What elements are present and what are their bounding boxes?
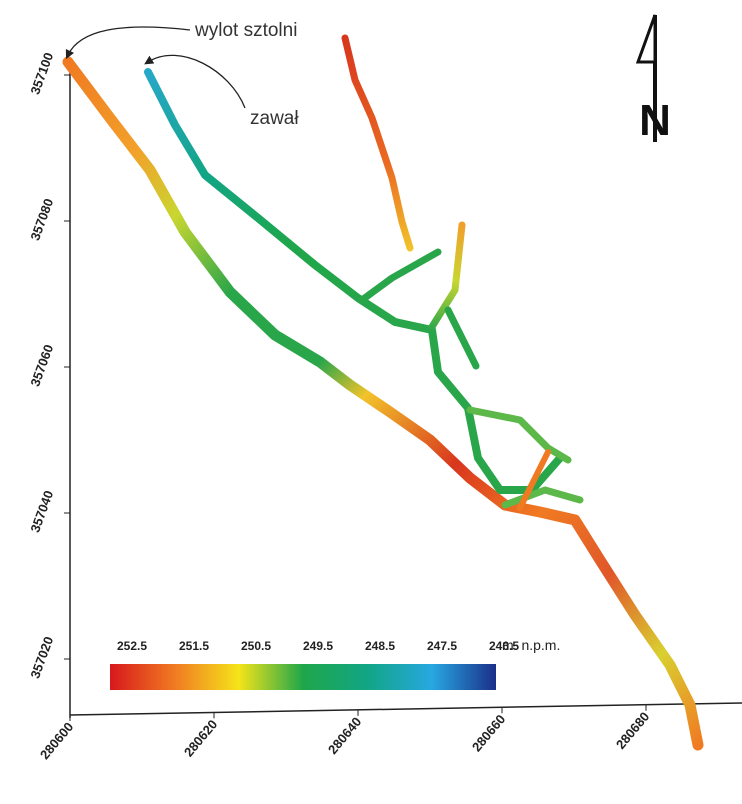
legend-tick-label: 246.5 <box>489 639 519 653</box>
north-arrow: N <box>635 14 671 145</box>
x-tick-label: 280600 <box>37 719 76 762</box>
tunnels <box>62 34 704 751</box>
color-bar <box>110 664 496 690</box>
x-axis-line <box>69 702 742 716</box>
x-tick-label: 280680 <box>613 709 652 752</box>
x-tick-label: 280660 <box>469 712 508 755</box>
tunnel <box>62 56 704 751</box>
tunnel <box>466 406 584 509</box>
x-tick-label: 280620 <box>181 717 220 760</box>
north-label: N <box>639 96 671 145</box>
tunnel <box>426 221 466 334</box>
legend-tick-label: 248.5 <box>365 639 395 653</box>
y-tick-label: 357040 <box>27 489 56 535</box>
legend-tick-label: 247.5 <box>427 639 457 653</box>
annotation-arrow <box>65 26 191 60</box>
tunnel <box>444 306 480 370</box>
y-tick-label: 357060 <box>27 343 56 389</box>
legend-tick-label: 251.5 <box>179 639 209 653</box>
legend-tick-label: 252.5 <box>117 639 147 653</box>
annotation-arrow <box>144 54 246 109</box>
tunnel <box>358 248 442 304</box>
legend-tick-label: 249.5 <box>303 639 333 653</box>
annotation: zawał <box>250 108 299 129</box>
tunnel <box>517 449 551 511</box>
y-tick-label: 357100 <box>27 51 56 97</box>
legend-tick-label: 250.5 <box>241 639 271 653</box>
x-tick-label: 280640 <box>325 714 364 757</box>
legend-unit: m. n.p.m. <box>502 637 560 653</box>
tunnel <box>144 68 564 494</box>
annotation: wylot sztolni <box>194 20 297 41</box>
tunnel <box>341 34 414 252</box>
y-tick-label: 357080 <box>27 197 56 243</box>
y-tick-label: 357020 <box>27 635 56 681</box>
